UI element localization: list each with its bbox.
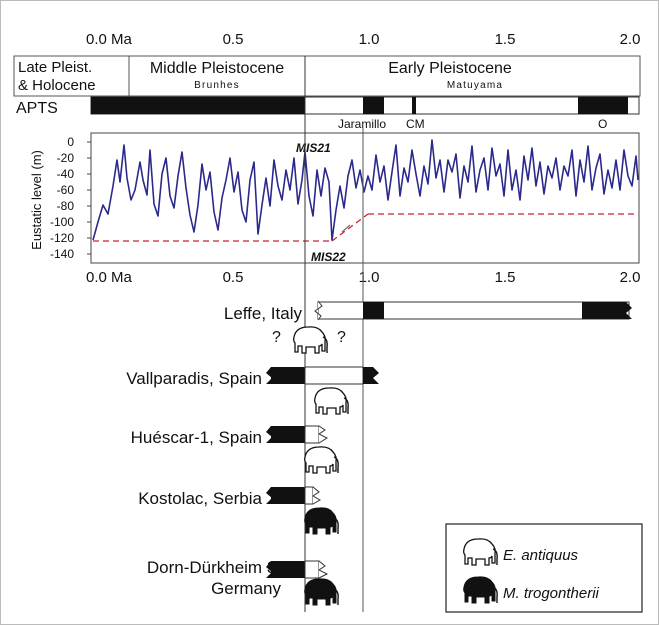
- eustatic-plot: Eustatic level (m) 0 -20 -40 -60 -80 -10…: [29, 132, 640, 264]
- leffe-olduvai: [582, 302, 626, 319]
- label-jaramillo: Jaramillo: [338, 117, 386, 131]
- epoch-early: Early Pleistocene: [388, 60, 512, 77]
- top-tick-4: 2.0: [620, 31, 641, 48]
- apts-cm: [412, 97, 416, 114]
- elephant-trogontherii-icon: [303, 507, 339, 535]
- elephant-antiquus-icon: [303, 446, 339, 474]
- apts-bar: APTS Jaramillo CM O: [16, 96, 640, 131]
- apts-brunhes: [91, 97, 305, 114]
- bottom-tick-4: 2.0: [620, 269, 641, 286]
- epoch-late-2: & Holocene: [18, 77, 96, 94]
- site-vallparadis: Vallparadis, Spain: [126, 366, 379, 415]
- chron-brunhes: Brunhes: [194, 80, 240, 91]
- ytick-140: -140: [50, 247, 74, 261]
- label-cm: CM: [406, 117, 425, 131]
- apts-olduvai: [578, 97, 628, 114]
- ytick-60: -60: [57, 183, 75, 197]
- legend-trogontherii-label: M. trogontherii: [503, 585, 600, 602]
- label-mis22: MIS22: [311, 250, 346, 264]
- leffe-jaramillo: [363, 302, 384, 319]
- ytick-20: -20: [57, 151, 75, 165]
- bottom-axis: 0.0 Ma 0.5 1.0 1.5 2.0: [86, 269, 640, 286]
- dashed-level-transition: [331, 213, 369, 242]
- apts-jaramillo: [363, 97, 384, 114]
- eustatic-ylabel: Eustatic level (m): [29, 150, 44, 250]
- bottom-tick-2: 1.0: [359, 269, 380, 286]
- elephant-antiquus-icon: [292, 326, 328, 354]
- legend-antiquus-label: E. antiquus: [503, 547, 579, 564]
- ytick-80: -80: [57, 199, 75, 213]
- epoch-row: Late Pleist. & Holocene Middle Pleistoce…: [13, 55, 641, 97]
- ytick-120: -120: [50, 231, 74, 245]
- site-leffe: Leffe, Italy: [224, 300, 632, 323]
- top-tick-0: 0.0 Ma: [86, 31, 133, 48]
- question-mark-left: ?: [272, 329, 281, 346]
- eustatic-curve: [92, 139, 639, 241]
- label-mis21: MIS21: [296, 141, 331, 155]
- top-axis: 0.0 Ma 0.5 1.0 1.5 2.0: [86, 31, 640, 48]
- epoch-late-1: Late Pleist.: [18, 59, 92, 76]
- site-label: Huéscar-1, Spain: [131, 428, 262, 447]
- elephant-trogontherii-icon: [303, 578, 339, 606]
- site-huescar: Huéscar-1, Spain: [131, 425, 339, 474]
- bottom-tick-3: 1.5: [495, 269, 516, 286]
- top-tick-2: 1.0: [359, 31, 380, 48]
- ytick-40: -40: [57, 167, 75, 181]
- site-label: Vallparadis, Spain: [126, 369, 262, 388]
- site-dorn-durkheim: Dorn-Dürkheim 3, Germany: [147, 558, 339, 606]
- ytick-0: 0: [67, 135, 74, 149]
- elephant-antiquus-icon: [313, 387, 349, 415]
- bottom-tick-1: 0.5: [223, 269, 244, 286]
- label-o: O: [598, 117, 607, 131]
- chron-matuyama: Matuyama: [447, 80, 503, 91]
- site-label-line2: Germany: [211, 579, 281, 598]
- site-label: Leffe, Italy: [224, 304, 303, 323]
- top-tick-3: 1.5: [495, 31, 516, 48]
- site-label: Kostolac, Serbia: [138, 489, 262, 508]
- question-mark-right: ?: [337, 329, 346, 346]
- top-tick-1: 0.5: [223, 31, 244, 48]
- site-kostolac: Kostolac, Serbia: [138, 486, 339, 535]
- apts-label: APTS: [16, 100, 58, 117]
- epoch-middle: Middle Pleistocene: [150, 60, 284, 77]
- site-label: Dorn-Dürkheim 3,: [147, 558, 281, 577]
- bottom-tick-0: 0.0 Ma: [86, 269, 133, 286]
- legend: E. antiquus M. trogontherii: [445, 523, 643, 613]
- ytick-100: -100: [50, 215, 74, 229]
